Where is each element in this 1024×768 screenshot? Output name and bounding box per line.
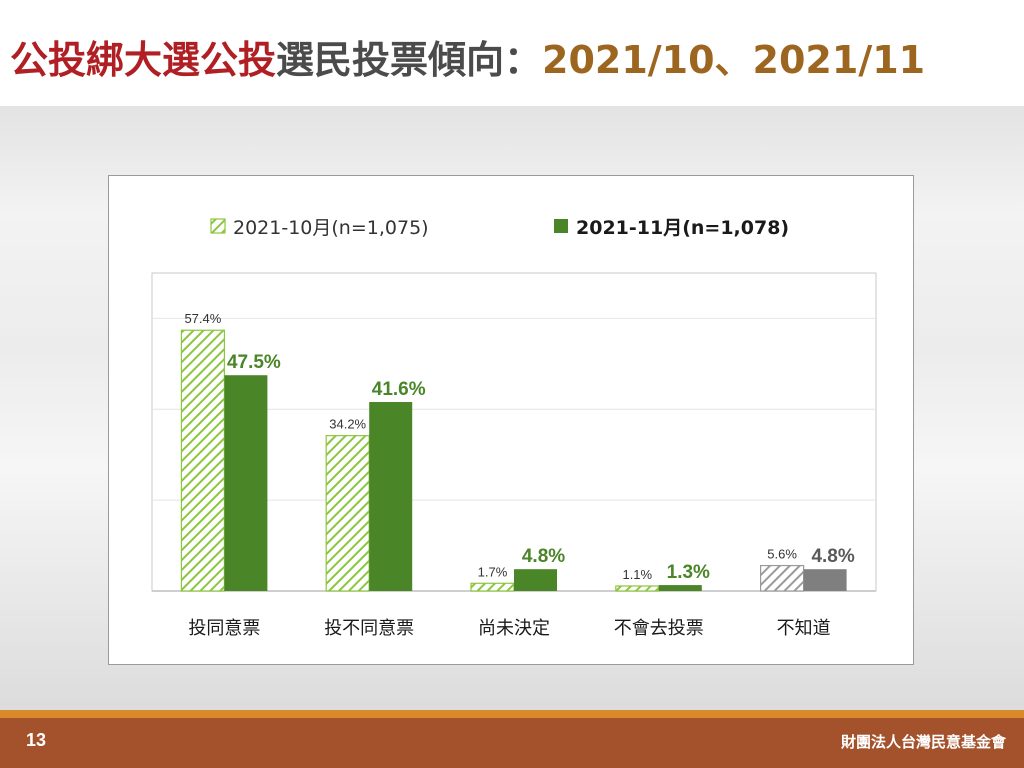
data-label-2-4: 4.8% [811,546,854,567]
data-label-2-2: 4.8% [522,546,565,567]
legend-label-1: 2021-10月(n=1,075) [233,217,429,239]
legend-label-2: 2021-11月(n=1,078) [576,217,789,239]
page-number: 13 [26,730,47,750]
bar-1-3 [615,585,660,592]
bar-1-0 [180,329,226,592]
bar-2-4 [803,569,847,591]
footer-stripe [0,710,1024,718]
bar-2-3 [658,585,702,591]
data-label-1-3: 1.1% [622,567,652,582]
bar-2-1 [369,402,413,591]
category-label-0: 投同意票 [188,618,260,639]
chart-legend: 2021-10月(n=1,075) 2021-11月(n=1,078) [210,217,789,239]
slide-title: 公投綁大選公投選民投票傾向：2021/10、2021/11 [10,28,925,92]
organization-name: 財團法人台灣民意基金會 [840,733,1006,751]
chart-bars [180,329,847,592]
bar-1-1 [325,435,370,592]
bar-1-2 [470,582,515,592]
data-label-1-0: 57.4% [184,311,221,326]
chart-categories: 投同意票 投不同意票 尚未決定 不會去投票 不知道 [188,618,830,639]
slide-title-part-3: 2021/10、2021/11 [542,38,926,82]
legend-swatch-1 [210,218,226,234]
legend-swatch-2 [554,219,568,233]
title-bar: 公投綁大選公投選民投票傾向：2021/10、2021/11 [0,0,1024,106]
footer: 13 財團法人台灣民意基金會 [0,718,1024,768]
chart-labels: 57.4% 47.5% 34.2% 41.6% 1.7% 4.8% 1.1% 1.3% 5.6%… [184,311,854,583]
bar-2-0 [224,375,268,591]
bar-2-2 [514,569,557,591]
category-label-4: 不知道 [777,618,831,639]
slide-title-part-2: 選民投票傾向： [276,38,543,82]
slide-title-part-1: 公投綁大選公投 [10,38,277,82]
category-label-2: 尚未決定 [478,618,550,639]
data-label-1-2: 1.7% [478,564,508,579]
category-label-1: 投不同意票 [324,618,414,639]
data-label-2-1: 41.6% [372,379,426,400]
data-label-1-1: 34.2% [329,417,366,432]
data-label-1-4: 5.6% [767,547,797,562]
bar-1-4 [759,564,805,592]
data-label-2-3: 1.3% [667,562,710,583]
bar-chart: 57.4% 47.5% 34.2% 41.6% 1.7% 4.8% 1.1% 1.3% 5.6%… [151,217,877,639]
chart-frame: 57.4% 47.5% 34.2% 41.6% 1.7% 4.8% 1.1% 1.3% 5.6%… [108,175,914,665]
category-label-3: 不會去投票 [614,618,704,639]
data-label-2-0: 47.5% [227,352,281,373]
